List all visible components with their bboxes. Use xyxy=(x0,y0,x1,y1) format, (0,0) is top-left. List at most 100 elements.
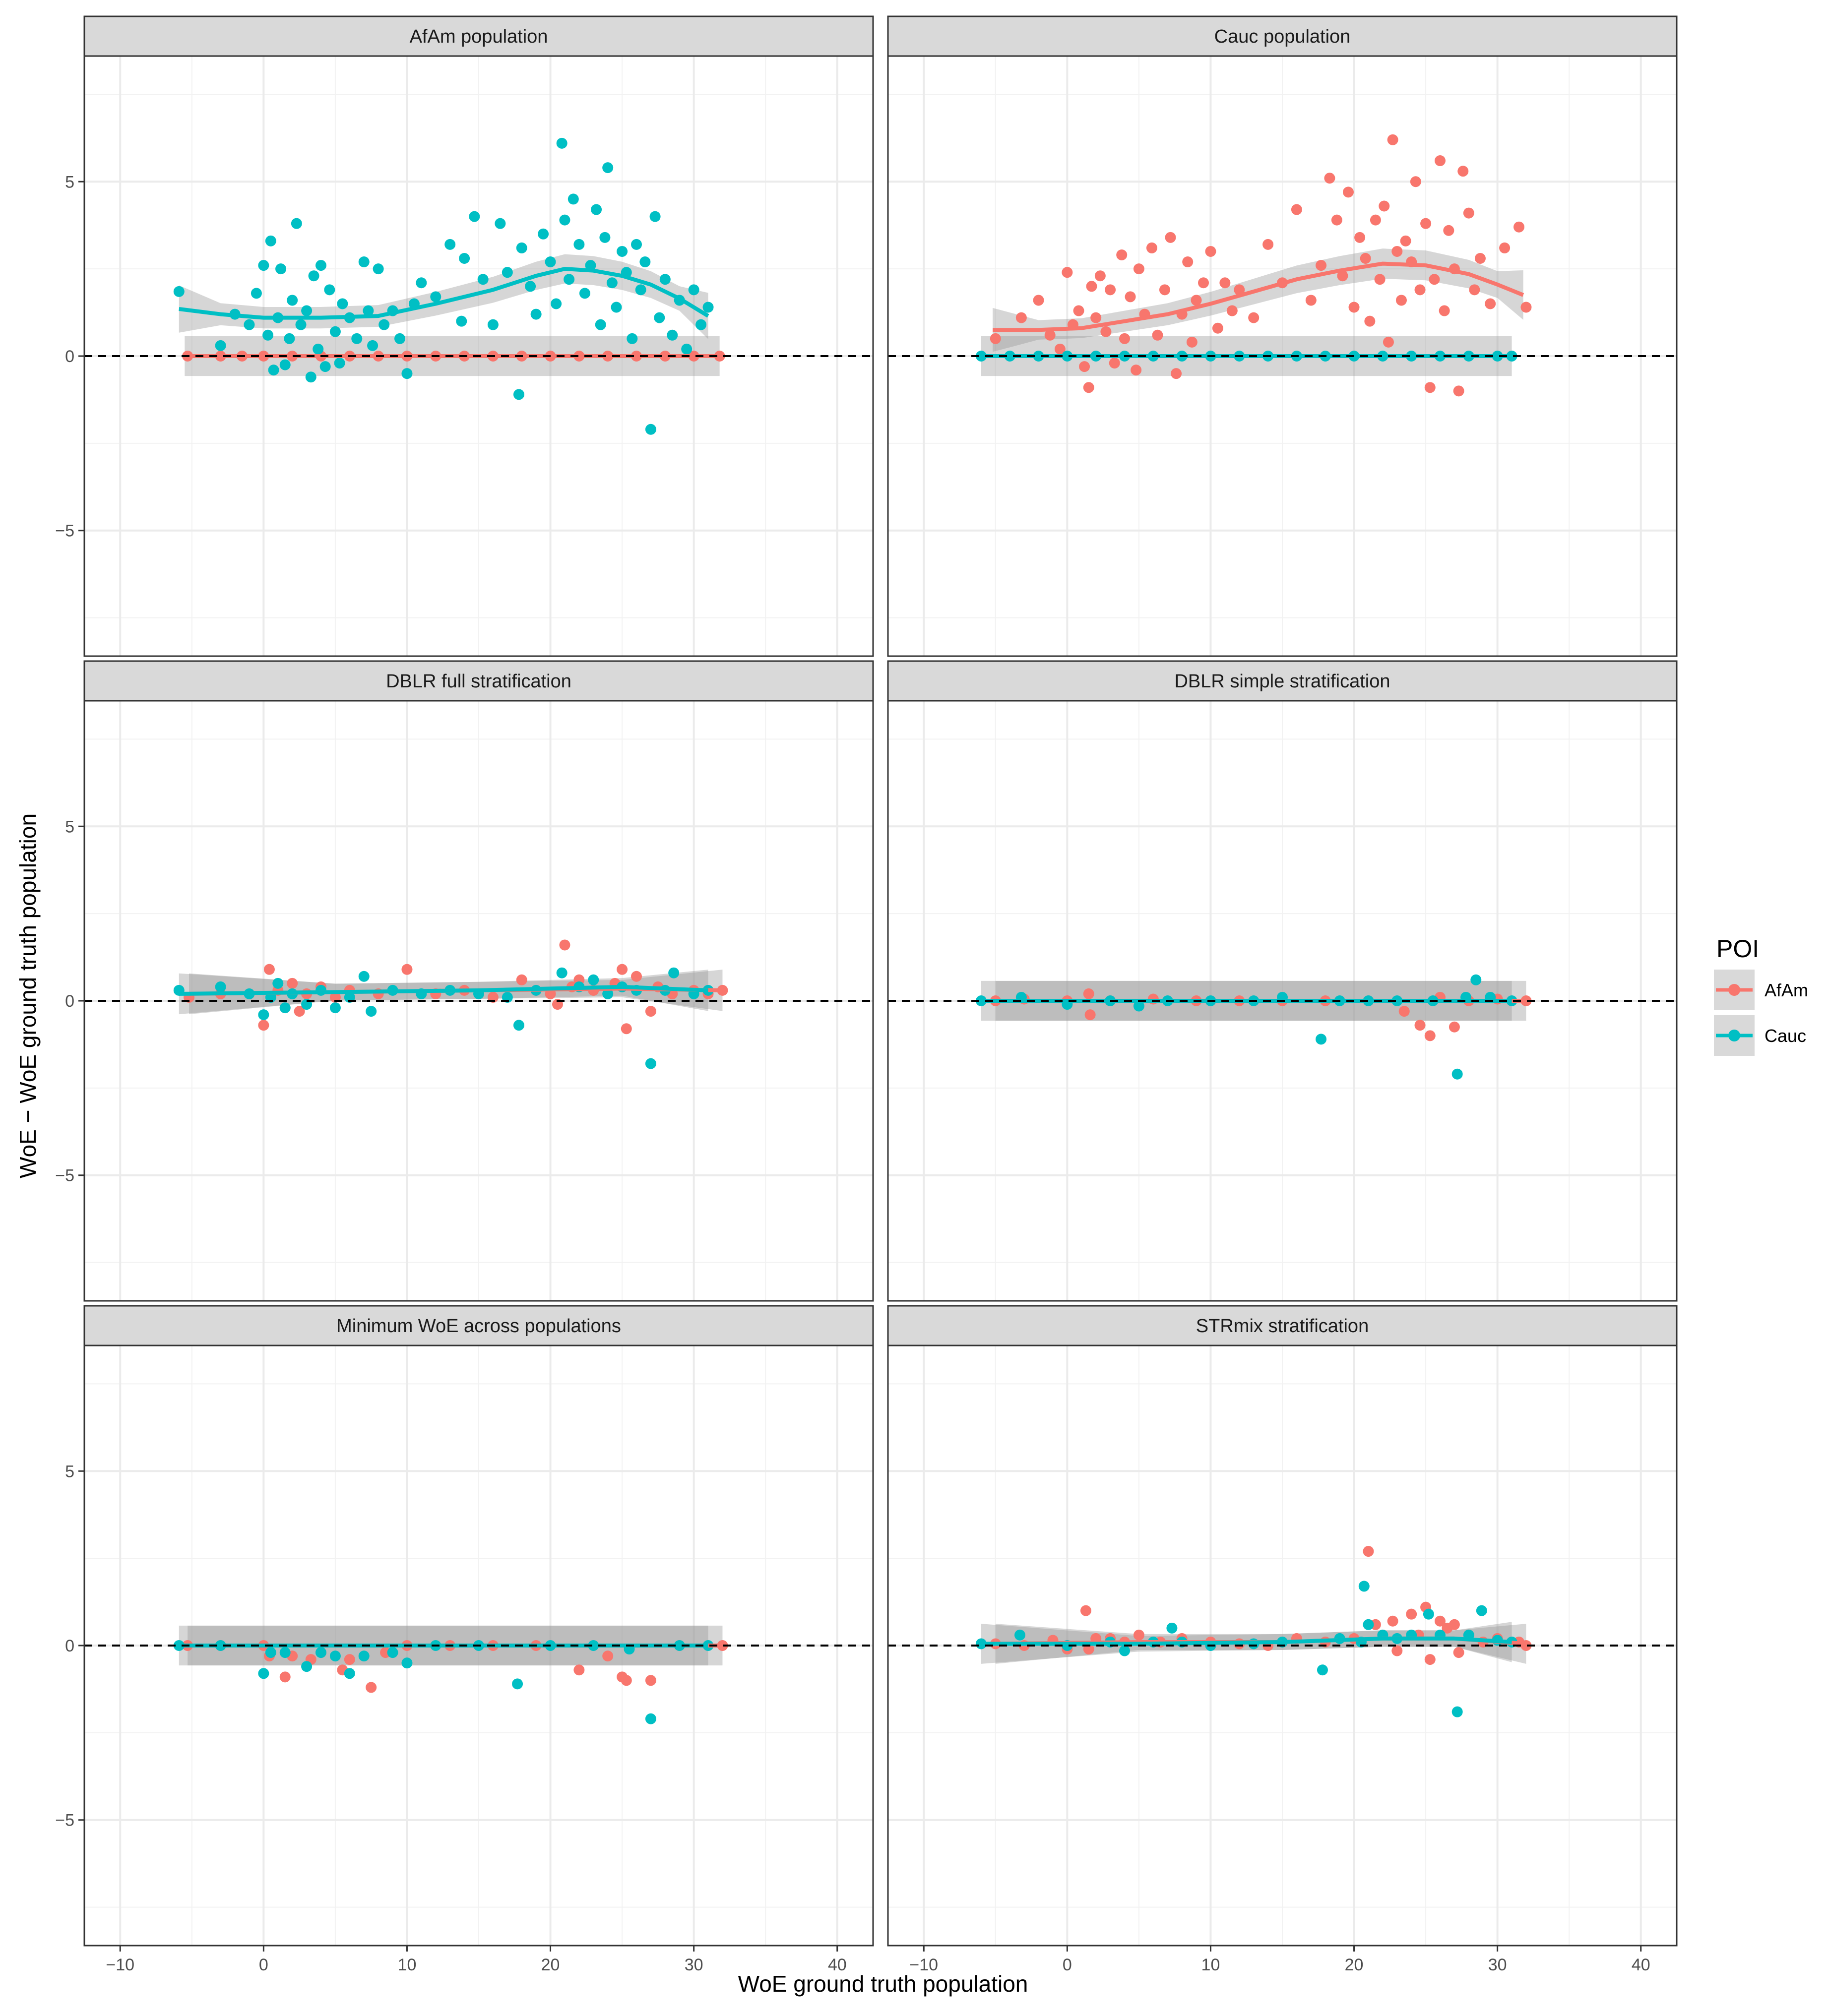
panel-strip xyxy=(83,1305,874,1346)
data-point-cauc xyxy=(305,371,316,383)
data-point-cauc xyxy=(366,1006,377,1017)
data-point-cauc xyxy=(268,365,279,376)
data-point-afam xyxy=(1424,382,1436,393)
data-point-cauc xyxy=(401,1657,413,1669)
data-point-afam xyxy=(1463,207,1474,219)
data-point-cauc xyxy=(649,211,661,222)
data-point-cauc xyxy=(401,368,413,379)
data-point-afam xyxy=(1054,343,1066,355)
data-point-afam xyxy=(1079,361,1090,372)
x-tick-label: 20 xyxy=(1345,1955,1364,1974)
data-point-cauc xyxy=(588,974,599,985)
data-point-cauc xyxy=(702,302,714,313)
data-point-cauc xyxy=(530,308,542,320)
panel-strip xyxy=(83,660,874,702)
data-point-afam xyxy=(1424,1654,1436,1665)
data-point-cauc xyxy=(329,1650,341,1662)
x-tick-label: −10 xyxy=(909,1955,938,1974)
data-point-afam xyxy=(1219,277,1231,289)
data-point-afam xyxy=(1387,134,1398,145)
data-point-cauc xyxy=(301,305,313,316)
data-point-cauc xyxy=(681,343,693,355)
data-point-afam xyxy=(1212,322,1223,334)
panel-5: STRmix stratification xyxy=(887,1305,1678,1947)
data-point-afam xyxy=(645,1006,656,1017)
data-point-cauc xyxy=(1423,1608,1434,1620)
data-point-afam xyxy=(1513,221,1524,233)
data-point-afam xyxy=(366,1682,377,1693)
data-point-afam xyxy=(1116,249,1128,260)
data-point-cauc xyxy=(556,137,567,149)
data-point-cauc xyxy=(373,263,384,275)
data-point-cauc xyxy=(378,319,390,330)
data-point-afam xyxy=(1457,166,1469,177)
data-point-cauc xyxy=(1316,1034,1327,1045)
data-point-afam xyxy=(1449,1021,1460,1033)
y-tick-label: 5 xyxy=(65,817,74,836)
data-point-cauc xyxy=(516,242,527,253)
smooth-line-cauc xyxy=(179,984,708,996)
data-point-afam xyxy=(1159,284,1170,296)
y-tick-label: 0 xyxy=(65,992,74,1011)
data-point-cauc xyxy=(363,305,374,316)
data-point-cauc xyxy=(416,277,427,289)
data-point-cauc xyxy=(279,1647,291,1658)
data-point-afam xyxy=(1044,329,1056,341)
data-point-afam xyxy=(1391,245,1403,257)
data-point-cauc xyxy=(645,424,656,435)
legend-title: POI xyxy=(1716,935,1759,963)
data-point-cauc xyxy=(1014,1629,1025,1641)
data-point-afam xyxy=(1410,176,1421,187)
data-point-cauc xyxy=(611,302,622,313)
y-tick-label: −5 xyxy=(55,1811,74,1830)
panel-border xyxy=(887,55,1678,657)
data-point-cauc xyxy=(351,333,363,344)
data-point-afam xyxy=(621,1675,632,1686)
data-point-cauc xyxy=(512,1678,523,1690)
data-point-afam xyxy=(621,1023,632,1035)
data-point-afam xyxy=(1420,218,1432,229)
data-point-afam xyxy=(1443,225,1454,236)
x-tick-label: 0 xyxy=(1063,1955,1072,1974)
data-point-afam xyxy=(1453,1647,1464,1658)
panel-title: STRmix stratification xyxy=(1196,1316,1369,1337)
data-point-cauc xyxy=(394,333,405,344)
data-point-afam xyxy=(1062,267,1073,278)
data-point-afam xyxy=(1119,333,1130,344)
data-point-afam xyxy=(1165,232,1176,243)
data-point-afam xyxy=(1234,284,1245,296)
legend-keys: AfAm Cauc xyxy=(1714,970,1808,1056)
x-tick-label: 20 xyxy=(541,1955,560,1974)
data-point-afam xyxy=(1146,242,1157,253)
data-point-afam xyxy=(1086,281,1097,292)
y-tick-label: 0 xyxy=(65,1637,74,1655)
panel-title: DBLR full stratification xyxy=(386,671,571,692)
data-point-afam xyxy=(1324,173,1335,184)
panel-4: Minimum WoE across populations −5 0 5 xyxy=(55,1305,874,1947)
data-point-afam xyxy=(1083,382,1094,393)
panel-title: Minimum WoE across populations xyxy=(336,1316,621,1337)
data-point-afam xyxy=(1414,1020,1426,1031)
data-point-afam xyxy=(401,964,413,975)
data-point-cauc xyxy=(599,232,611,243)
panel-strip xyxy=(887,1305,1678,1346)
data-point-afam xyxy=(1439,305,1450,316)
data-point-cauc xyxy=(358,1650,370,1662)
data-point-afam xyxy=(1125,291,1136,303)
y-tick-label: 0 xyxy=(65,347,74,366)
data-point-afam xyxy=(1331,214,1342,226)
data-point-afam xyxy=(344,1654,355,1665)
data-point-cauc xyxy=(265,1647,276,1658)
data-point-cauc xyxy=(631,239,642,250)
data-point-afam xyxy=(1360,253,1371,264)
data-point-afam xyxy=(1131,365,1142,376)
data-point-cauc xyxy=(602,162,614,174)
data-point-cauc xyxy=(668,967,680,978)
panel-strip xyxy=(887,15,1678,57)
data-point-cauc xyxy=(639,256,651,268)
data-point-cauc xyxy=(324,284,335,296)
data-point-cauc xyxy=(244,319,255,330)
x-tick-label: 40 xyxy=(1632,1955,1650,1974)
panels-layer: AfAm population −5 0 5 Cauc population DBLR f… xyxy=(55,15,1678,1947)
data-point-afam xyxy=(1337,270,1348,282)
